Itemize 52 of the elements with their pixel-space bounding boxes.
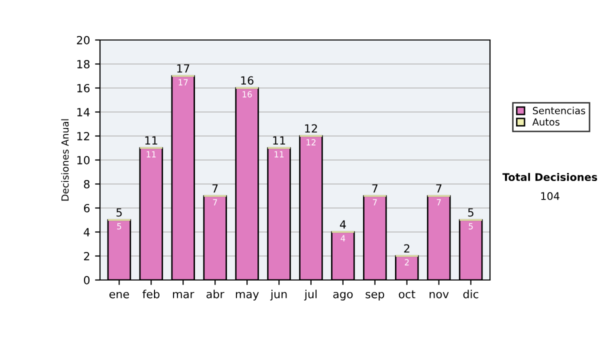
x-tick-label: abr — [206, 290, 224, 298]
total-label: 16 — [241, 76, 254, 85]
text: Total Decisiones — [502, 172, 598, 182]
y-tick-label: 10 — [77, 156, 90, 164]
total-label: 7 — [212, 184, 218, 192]
x-tick-label: feb — [142, 290, 160, 298]
y-tick-label: 14 — [77, 108, 90, 116]
total-label: 2 — [404, 244, 410, 252]
x-tick-label: jul — [304, 290, 317, 300]
y-tick-label: 2 — [84, 252, 90, 260]
y-tick-label: 18 — [77, 60, 90, 68]
total-label: 7 — [372, 184, 378, 192]
data-label: 5 — [117, 223, 122, 230]
data-label: 12 — [306, 139, 316, 146]
data-label: 17 — [178, 79, 188, 86]
y-tick-label: 12 — [77, 132, 90, 140]
data-label: 5 — [468, 223, 473, 230]
x-tick-label: sep — [366, 292, 384, 300]
y-axis-title: Decisiones Anual — [61, 119, 69, 201]
total-label: 5 — [116, 208, 122, 217]
legend-label: Autos — [532, 118, 560, 126]
total-label: 11 — [273, 136, 286, 144]
y-tick-label: 20 — [76, 36, 90, 44]
y-tick-label: 8 — [84, 180, 90, 188]
y-tick-label: 6 — [84, 204, 90, 212]
total-label: 5 — [468, 208, 474, 217]
x-tick-label: oct — [398, 290, 416, 298]
text: 104 — [541, 192, 560, 200]
data-label: 2 — [404, 259, 409, 266]
total-label: 4 — [340, 220, 346, 228]
data-label: 7 — [213, 199, 218, 206]
total-label: 17 — [177, 64, 190, 72]
data-label: 11 — [146, 151, 156, 158]
x-tick-label: nov — [430, 292, 449, 298]
y-tick-label: 0 — [84, 276, 90, 284]
data-label: 7 — [436, 199, 441, 206]
x-tick-label: ene — [109, 292, 129, 298]
legend-label: Sentencias — [532, 106, 586, 114]
data-label: 16 — [242, 91, 252, 98]
x-tick-label: mar — [173, 292, 194, 298]
x-tick-label: may — [236, 292, 259, 300]
y-tick-label: 4 — [84, 228, 90, 236]
total-label: 12 — [305, 124, 317, 132]
y-tick-label: 16 — [77, 84, 90, 92]
data-label: 4 — [340, 235, 346, 242]
total-label: 7 — [436, 184, 442, 192]
x-tick-label: dic — [463, 290, 478, 298]
total-label: 11 — [145, 136, 158, 144]
data-label: 11 — [274, 151, 284, 158]
x-tick-label: jun — [270, 290, 287, 300]
x-tick-label: ago — [333, 292, 353, 300]
data-label: 7 — [372, 199, 377, 206]
